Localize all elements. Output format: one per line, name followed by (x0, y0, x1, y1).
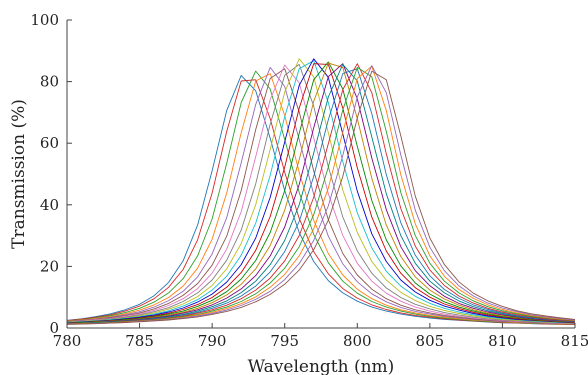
transmission-curve (66, 64, 576, 325)
y-tick-label: 60 (40, 134, 59, 152)
transmission-curve (66, 70, 576, 325)
transmission-curve (66, 63, 576, 324)
transmission-curve (66, 63, 576, 324)
transmission-curve (66, 73, 576, 325)
x-tick-label: 780 (53, 332, 82, 350)
y-tick-label: 0 (49, 319, 59, 337)
x-tick-label: 790 (198, 332, 227, 350)
y-tick-label: 100 (30, 11, 59, 29)
y-tick-label: 20 (40, 257, 59, 275)
transmission-curve (66, 74, 576, 326)
transmission-curve (66, 66, 576, 325)
transmission-curve (66, 61, 576, 324)
transmission-curve (66, 79, 576, 326)
y-axis-title: Transmission (%) (9, 99, 29, 249)
curves-group (66, 58, 576, 326)
x-axis-title: Wavelength (nm) (248, 357, 395, 375)
x-tick-label: 785 (125, 332, 154, 350)
transmission-curve (66, 58, 576, 324)
y-tick-label: 80 (40, 73, 59, 91)
x-tick-label: 815 (561, 332, 588, 350)
transmission-curve (66, 63, 576, 325)
transmission-curve (66, 63, 576, 325)
transmission-curve (66, 58, 576, 324)
x-tick-label: 805 (416, 332, 445, 350)
x-tick-label: 810 (488, 332, 517, 350)
transmission-curve (66, 70, 576, 325)
x-tick-label: 800 (343, 332, 372, 350)
axes-group (66, 20, 575, 329)
y-tick-label: 40 (40, 196, 59, 214)
transmission-curve (66, 62, 576, 324)
transmission-curve (66, 63, 576, 324)
ticks-group: 780 785 790 795 800 805 810 815 0 20 40 60 80 100 (30, 11, 588, 350)
x-tick-label: 795 (270, 332, 299, 350)
transmission-curve (66, 68, 576, 325)
